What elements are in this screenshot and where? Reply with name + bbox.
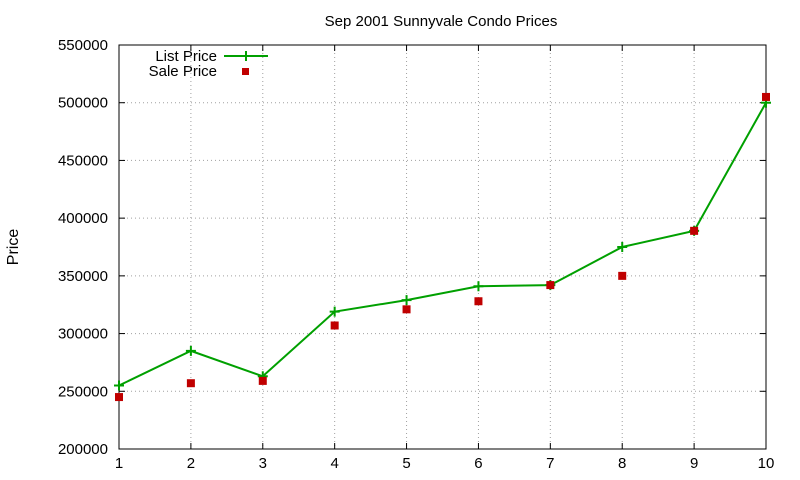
list-price-point bbox=[185, 345, 196, 356]
list-price-point bbox=[329, 306, 340, 317]
legend-marker-sale-price bbox=[242, 68, 249, 75]
data-series bbox=[114, 92, 771, 402]
x-tick-label: 1 bbox=[115, 455, 123, 472]
x-tick-label: 7 bbox=[546, 455, 554, 472]
legend-label-list-price: List Price bbox=[155, 48, 217, 65]
x-tick-label: 10 bbox=[758, 455, 775, 472]
x-tick-label: 3 bbox=[259, 455, 267, 472]
y-tick-label: 500000 bbox=[58, 95, 108, 112]
y-tick-label: 200000 bbox=[58, 441, 108, 458]
sale-price-point bbox=[762, 92, 770, 101]
y-tick-label: 550000 bbox=[58, 37, 108, 54]
legend-label-sale-price: Sale Price bbox=[149, 63, 217, 80]
plot-frame bbox=[118, 44, 767, 450]
list-price-line bbox=[118, 102, 767, 387]
grid-lines bbox=[119, 45, 766, 449]
list-price-point bbox=[473, 281, 484, 292]
y-tick-label: 450000 bbox=[58, 152, 108, 169]
sale-price-point bbox=[186, 379, 195, 388]
x-tick-label: 6 bbox=[474, 455, 482, 472]
list-price-point bbox=[401, 295, 412, 306]
y-axis-label: Price bbox=[5, 229, 22, 266]
sale-price-point bbox=[258, 376, 267, 385]
sale-price-point bbox=[618, 271, 627, 280]
legend-marker-list-price bbox=[241, 51, 251, 61]
x-tick-label: 9 bbox=[690, 455, 698, 472]
axis-ticks: 1 2 3 4 5 6 7 8 9 10 200000 250000 300000 350000 40000… bbox=[58, 37, 774, 472]
sale-price-point bbox=[330, 321, 339, 330]
x-tick-label: 5 bbox=[402, 455, 410, 472]
y-tick-label: 400000 bbox=[58, 210, 108, 227]
x-tick-label: 4 bbox=[330, 455, 338, 472]
y-tick-label: 250000 bbox=[58, 383, 108, 400]
list-price-point bbox=[617, 242, 628, 252]
sale-price-point bbox=[690, 226, 699, 235]
chart-title: Sep 2001 Sunnyvale Condo Prices bbox=[325, 13, 558, 30]
sale-price-point bbox=[546, 281, 555, 290]
y-tick-label: 350000 bbox=[58, 268, 108, 285]
sale-price-point bbox=[115, 393, 123, 402]
y-tick-label: 300000 bbox=[58, 326, 108, 343]
sale-price-point bbox=[474, 297, 483, 306]
x-tick-label: 2 bbox=[187, 455, 195, 472]
legend: List Price Sale Price bbox=[149, 48, 268, 80]
x-tick-label: 8 bbox=[618, 455, 626, 472]
list-price-point bbox=[114, 380, 124, 391]
sale-price-point bbox=[402, 305, 411, 314]
